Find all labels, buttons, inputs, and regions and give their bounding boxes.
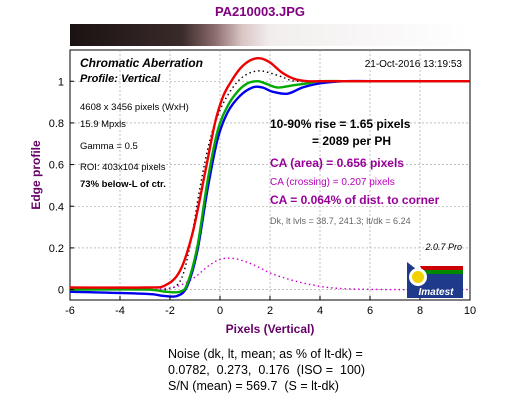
noise-line-2: 0.0782, 0.273, 0.176 (ISO = 100) <box>168 363 366 377</box>
rise-line-1: 10-90% rise = 1.65 pixels <box>270 117 411 131</box>
x-tick-label: 4 <box>317 305 323 317</box>
info-dimensions: 4608 x 3456 pixels (WxH) <box>80 102 189 113</box>
info-roi: ROI: 403x104 pixels <box>80 162 166 173</box>
y-tick-label: 0.4 <box>49 201 64 213</box>
y-tick-label: 1 <box>58 76 64 88</box>
x-tick-label: 2 <box>267 305 273 317</box>
below-ctr-text: 73% below-L of ctr. <box>80 179 166 190</box>
noise-line-3: S/N (mean) = 569.7 (S = lt-dk) <box>168 379 339 393</box>
timestamp: 21-Oct-2016 13:19:53 <box>365 59 463 70</box>
tone-bar <box>70 24 470 46</box>
info-gamma: Gamma = 0.5 <box>80 141 138 152</box>
x-tick-label: -4 <box>115 305 125 317</box>
y-tick-label: 0.2 <box>49 243 64 255</box>
x-tick-label: 10 <box>464 305 476 317</box>
y-axis-label: Edge profile <box>29 140 43 210</box>
x-tick-label: 0 <box>217 305 223 317</box>
panel-subtitle: Profile: Vertical <box>80 73 161 85</box>
x-tick-label: 8 <box>417 305 423 317</box>
x-axis-label: Pixels (Vertical) <box>226 322 315 336</box>
y-tick-label: 0.6 <box>49 160 64 172</box>
imatest-logo: Imatest <box>407 262 463 298</box>
panel-title: Chromatic Aberration <box>80 56 203 70</box>
curves <box>69 57 470 298</box>
x-tick-label: -2 <box>165 305 175 317</box>
x-tick-label: -6 <box>65 305 75 317</box>
version-text: 2.0.7 Pro <box>424 242 462 252</box>
levels-text: Dk, lt lvls = 38.7, 241.3; lt/dk = 6.24 <box>270 216 411 226</box>
ca-area-text: CA (area) = 0.656 pixels <box>270 156 404 170</box>
noise-footer: Noise (dk, lt, mean; as % of lt-dk) = 0.0… <box>168 346 365 394</box>
series-line-red <box>69 57 470 289</box>
logo-text: Imatest <box>418 287 454 298</box>
grid <box>70 50 470 300</box>
axes: -6 -4 -2 0 2 4 6 8 10 0 0.2 0.4 0.6 0.8 1 <box>49 76 476 317</box>
info-mpxls: 15.9 Mpxls <box>80 119 126 130</box>
noise-line-1: Noise (dk, lt, mean; as % of lt-dk) = <box>168 347 363 361</box>
y-tick-label: 0 <box>58 285 64 297</box>
rise-line-2: = 2089 per PH <box>312 134 391 148</box>
y-tick-label: 0.8 <box>49 118 64 130</box>
ca-crossing-text: CA (crossing) = 0.207 pixels <box>270 177 395 188</box>
x-tick-label: 6 <box>367 305 373 317</box>
ca-corner-text: CA = 0.064% of dist. to corner <box>270 193 440 207</box>
file-title: PA210003.JPG <box>215 4 305 19</box>
